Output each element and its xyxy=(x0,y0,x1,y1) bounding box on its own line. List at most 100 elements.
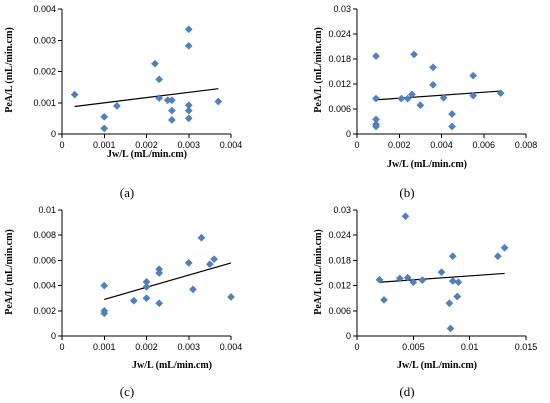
x-tick-label-a: 0 xyxy=(59,140,64,150)
y-tick-label-c: 0.002 xyxy=(33,306,56,316)
data-point-b xyxy=(403,94,412,103)
data-point-b xyxy=(372,52,380,60)
y-axis-title-d: PeA/L (mL/min.cm) xyxy=(313,229,324,315)
x-tick-label-a: 0.004 xyxy=(220,140,243,150)
y-tick-label-b: 0.03 xyxy=(333,4,351,14)
x-tick-label-a: 0.001 xyxy=(93,140,116,150)
x-tick-label-c: 0.003 xyxy=(177,342,200,352)
x-tick-label-c: 0.002 xyxy=(135,342,158,352)
y-tick-label-d: 0.006 xyxy=(328,306,351,316)
chart-panel-a: 0 0.001 0.002 0.003 0.004 0 0.001 0.002 0.003 0.0… xyxy=(4,4,242,200)
data-point-b xyxy=(429,80,437,89)
y-tick-label-c: 0.008 xyxy=(33,230,56,240)
y-tick-label-a: 0 xyxy=(51,129,56,139)
x-tick-label-d: 0.005 xyxy=(402,342,425,352)
data-point-b xyxy=(372,94,380,103)
data-point-a xyxy=(155,75,164,84)
y-tick-label-a: 0.004 xyxy=(33,4,56,14)
y-axis-title-c: PeA/L (mL/min.cm) xyxy=(4,229,15,315)
data-point-b xyxy=(448,110,456,118)
chart-panel-c: 0 0.001 0.002 0.003 0.004 0 0.002 0.004 0.006 0.0… xyxy=(4,205,242,399)
data-point-a xyxy=(100,124,109,133)
y-tick-label-b: 0.018 xyxy=(328,54,351,64)
data-point-a xyxy=(184,25,193,34)
data-point-a xyxy=(155,94,164,102)
data-point-c xyxy=(189,285,197,294)
y-tick-label-a: 0.002 xyxy=(33,67,56,77)
x-axis-title-c: Jw/L (mL/min.cm) xyxy=(132,360,212,371)
y-tick-label-a: 0.003 xyxy=(33,35,56,45)
x-axis-title-a: Jw/L (mL/min.cm) xyxy=(107,149,187,160)
data-point-a xyxy=(151,59,159,68)
data-point-a xyxy=(100,112,109,121)
data-point-a xyxy=(70,90,79,99)
data-point-a xyxy=(113,101,121,110)
y-tick-label-c: 0.01 xyxy=(38,205,56,215)
x-tick-label-d: 0.01 xyxy=(461,342,479,352)
data-point-c xyxy=(227,293,235,301)
y-tick-label-d: 0 xyxy=(346,331,351,341)
y-tick-label-d: 0.03 xyxy=(333,205,351,215)
y-tick-label-a: 0.001 xyxy=(33,98,56,108)
y-tick-label-b: 0.012 xyxy=(328,79,351,89)
data-point-d xyxy=(395,274,404,283)
data-point-b xyxy=(469,91,478,100)
data-point-c xyxy=(210,255,218,264)
panel-caption-b: (b) xyxy=(399,185,414,200)
y-tick-label-c: 0.004 xyxy=(33,281,56,291)
x-tick-label-b: 0 xyxy=(354,140,359,150)
x-tick-label-b: 0.006 xyxy=(472,140,495,150)
data-point-b xyxy=(429,63,437,72)
data-point-b xyxy=(372,122,380,131)
chart-panel-b: 0 0.002 0.004 0.006 0.008 0 0.006 0.012 0.018 0.0… xyxy=(313,4,537,200)
data-point-a xyxy=(167,106,176,115)
data-point-d xyxy=(454,278,463,287)
data-point-a xyxy=(167,96,176,105)
x-tick-label-b: 0.008 xyxy=(515,140,538,150)
data-point-d xyxy=(446,324,455,333)
y-tick-label-d: 0.024 xyxy=(328,230,351,240)
data-point-d xyxy=(448,277,457,285)
data-point-c xyxy=(142,282,151,291)
data-point-d xyxy=(448,252,457,261)
data-point-c xyxy=(142,294,151,303)
data-point-a xyxy=(184,106,193,115)
data-point-b xyxy=(410,50,418,59)
data-point-c xyxy=(100,309,109,318)
data-point-b xyxy=(469,71,478,80)
data-point-d xyxy=(445,299,454,308)
y-axis-title-a: PeA/L (mL/min.cm) xyxy=(4,27,15,113)
x-tick-label-d: 0 xyxy=(354,342,359,352)
data-point-c xyxy=(197,233,206,242)
data-point-c xyxy=(155,269,164,277)
data-point-d xyxy=(437,268,446,277)
data-point-d xyxy=(409,278,418,287)
data-point-c xyxy=(205,260,214,269)
data-point-d xyxy=(500,243,509,252)
data-point-b xyxy=(496,89,505,98)
data-point-c xyxy=(155,299,164,308)
y-tick-label-b: 0.006 xyxy=(328,104,351,114)
trendline-c xyxy=(104,262,232,301)
y-tick-label-c: 0.006 xyxy=(33,255,56,265)
data-point-a xyxy=(184,114,193,123)
x-tick-label-c: 0.004 xyxy=(220,342,243,352)
panel-caption-c: (c) xyxy=(120,384,134,399)
x-tick-label-a: 0.002 xyxy=(135,140,158,150)
data-point-d xyxy=(403,273,412,282)
data-point-c xyxy=(100,281,109,290)
x-tick-label-c: 0.001 xyxy=(93,342,116,352)
data-point-b xyxy=(416,101,425,110)
data-point-a xyxy=(167,116,176,124)
trendline-b xyxy=(375,90,501,101)
x-tick-label-d: 0.015 xyxy=(515,342,538,352)
data-point-b xyxy=(408,90,416,99)
panel-caption-a: (a) xyxy=(120,185,134,200)
x-tick-label-a: 0.003 xyxy=(177,140,200,150)
data-point-d xyxy=(375,275,384,284)
data-point-b xyxy=(448,122,456,131)
chart-panel-d: 0 0.005 0.01 0.015 0 0.006 0.012 0.018 0.024 0.03… xyxy=(313,205,537,399)
data-point-d xyxy=(453,292,462,301)
data-point-a xyxy=(214,97,223,106)
